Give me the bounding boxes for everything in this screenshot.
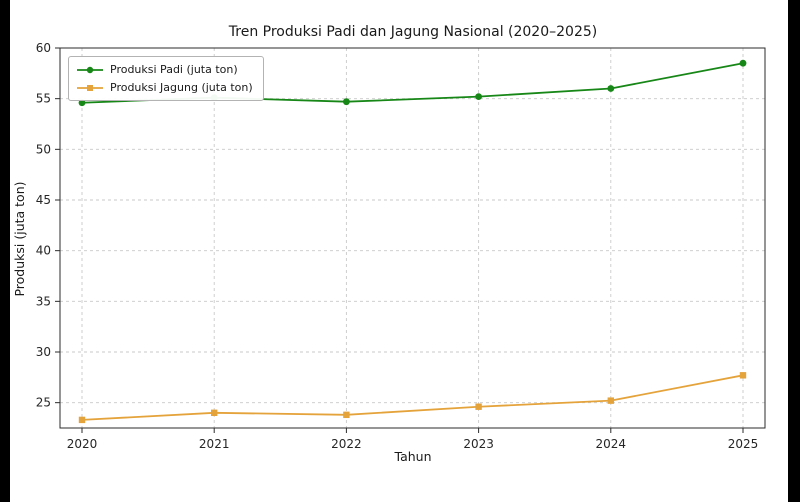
legend-item: Produksi Jagung (juta ton) [77,81,253,94]
data-point-marker [78,416,86,424]
data-point-marker [475,93,482,101]
x-axis-label: Tahun [394,449,432,464]
x-tick-label: 2023 [463,437,494,451]
y-tick-label: 55 [36,92,51,106]
data-point-marker [343,411,350,419]
data-point-marker [739,59,747,67]
data-point-marker [607,85,615,92]
series-line-square [81,374,744,421]
x-tick-label: 2022 [331,437,362,451]
y-tick-label: 25 [36,396,51,410]
x-tick-label: 2025 [728,437,759,451]
y-tick-label: 50 [36,142,51,156]
data-point-marker [475,403,482,410]
y-axis-label: Produksi (juta ton) [12,181,27,297]
y-tick-label: 40 [36,244,51,258]
y-tick-label: 35 [36,294,51,308]
data-point-marker [739,372,747,379]
legend-swatch-square [77,84,103,91]
legend-label: Produksi Padi (juta ton) [110,63,238,76]
data-point-marker [607,397,614,404]
x-tick-label: 2020 [67,437,98,451]
data-point-marker [211,409,218,416]
x-tick-label: 2024 [596,437,627,451]
legend-label: Produksi Jagung (juta ton) [110,81,253,94]
y-tick-label: 30 [36,345,51,359]
axes-spines [59,47,766,429]
y-tick-label: 45 [36,193,51,207]
y-tick-label: 60 [36,41,51,55]
data-point-marker [78,99,86,107]
legend-swatch-circle [77,66,103,73]
chart-figure: Tren Produksi Padi dan Jagung Nasional (… [10,0,788,502]
x-tick-label: 2021 [199,437,230,451]
chart-title: Tren Produksi Padi dan Jagung Nasional (… [228,24,598,40]
data-point-marker [343,98,350,106]
legend-item: Produksi Padi (juta ton) [77,63,253,76]
chart-legend: Produksi Padi (juta ton) Produksi Jagung … [68,56,264,101]
